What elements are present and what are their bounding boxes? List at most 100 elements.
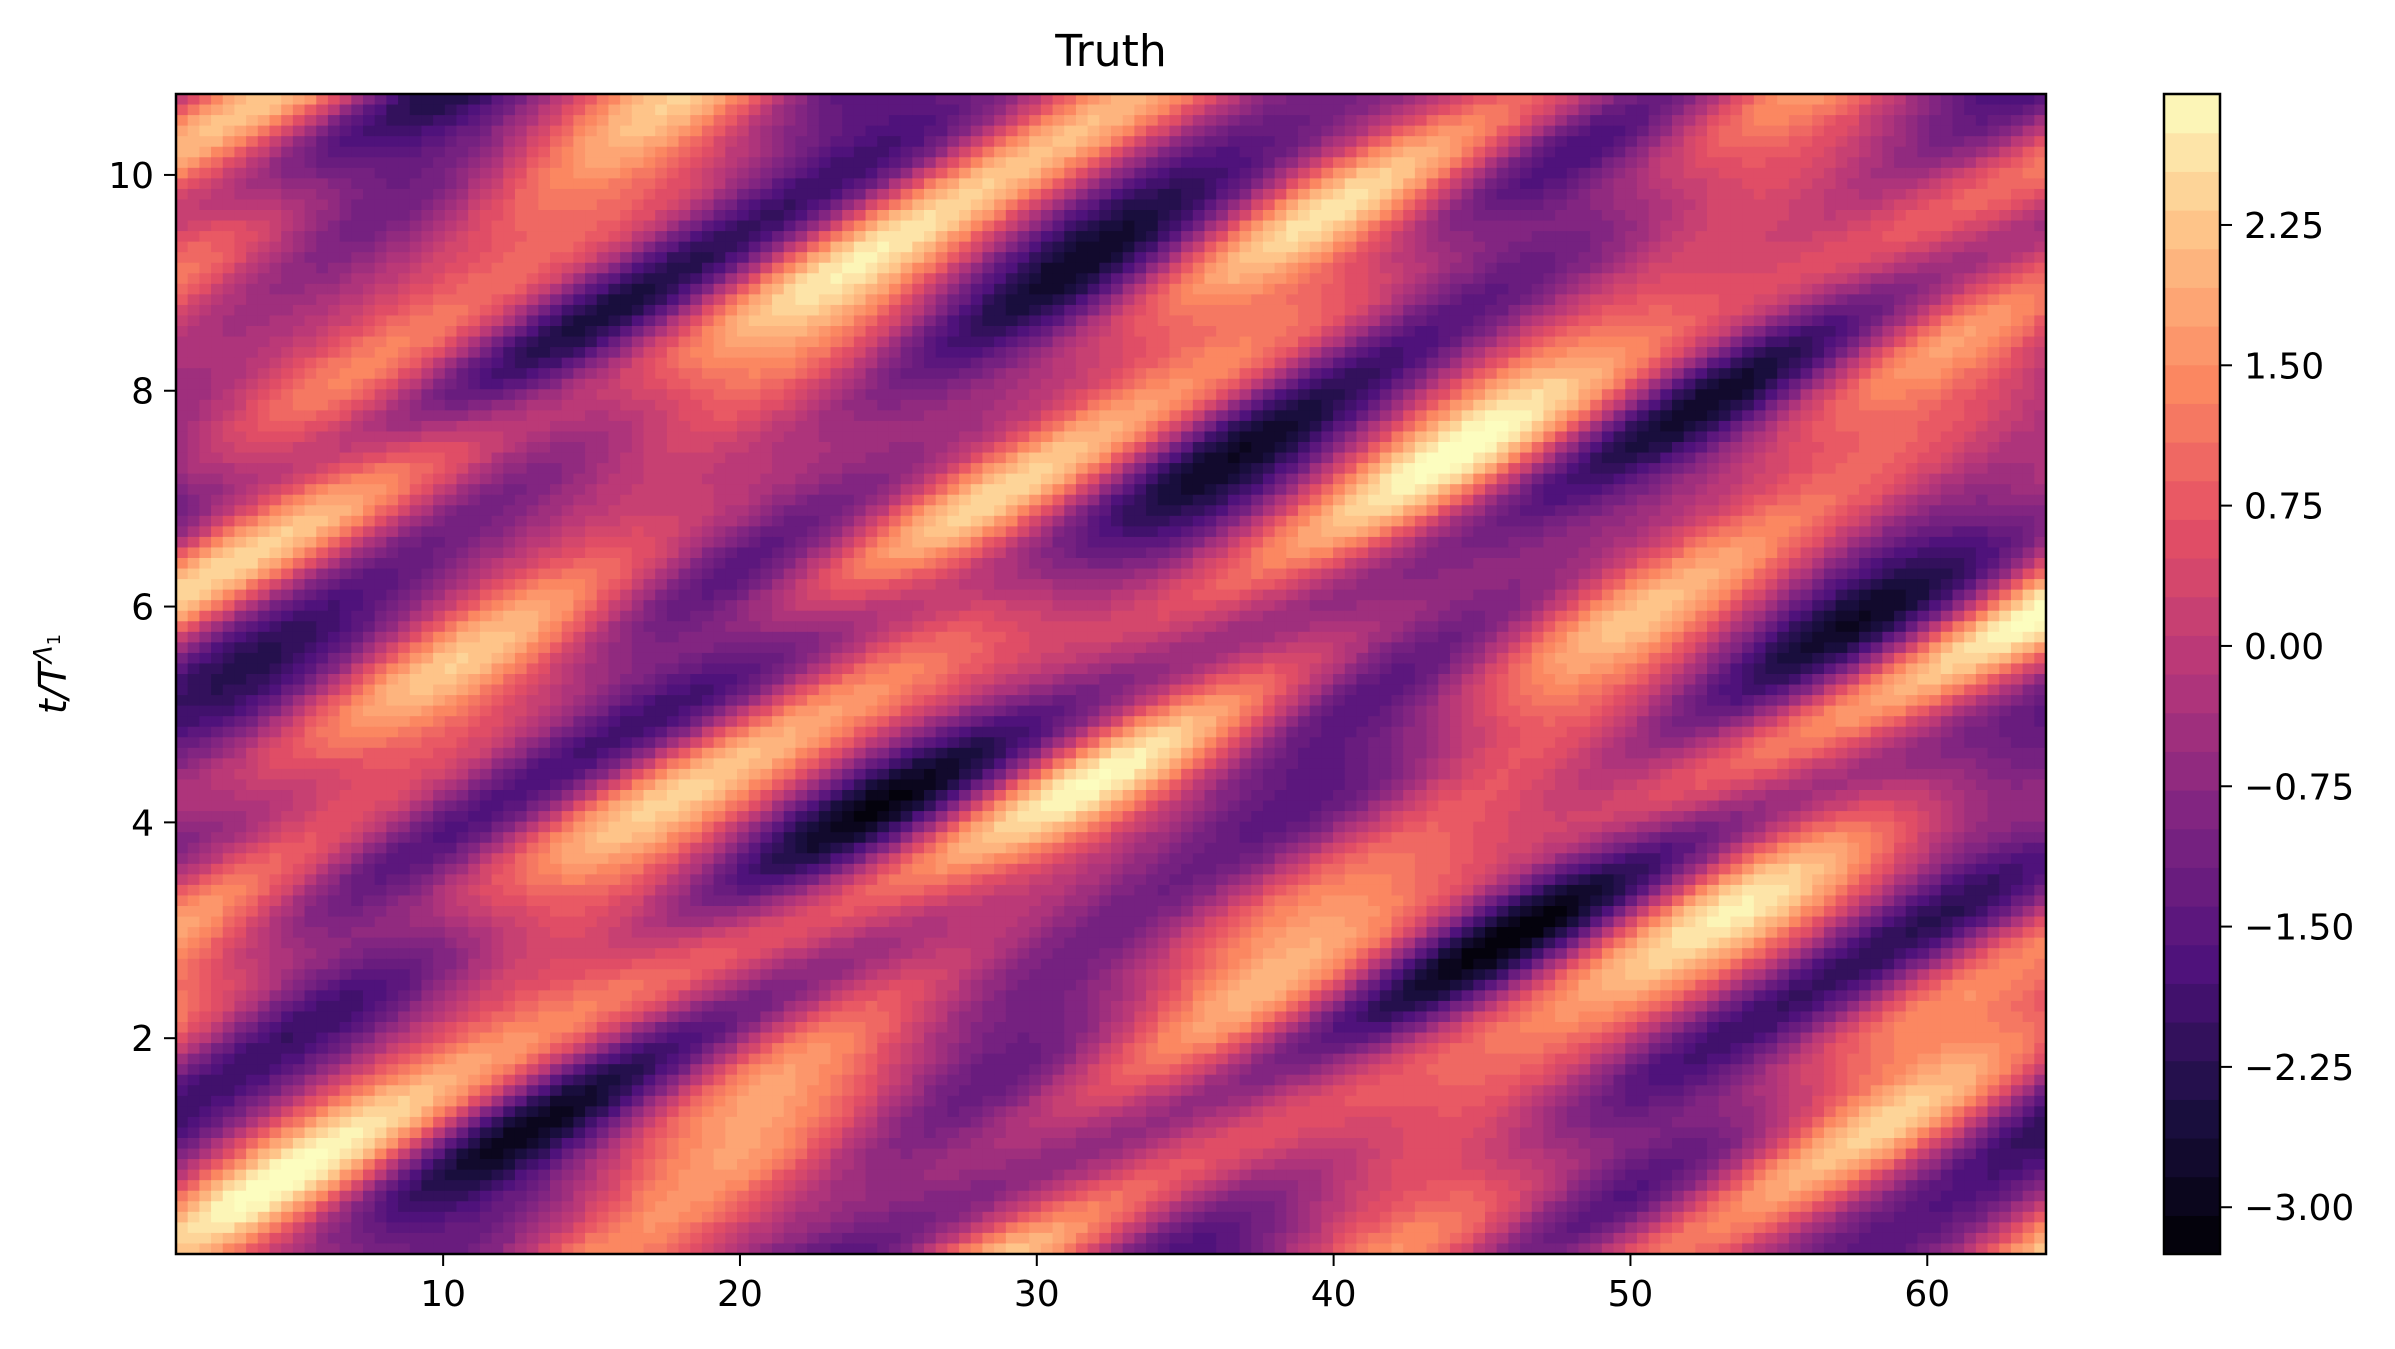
heatmap-cell [1122,188,1135,201]
heatmap-cell [1461,357,1474,369]
heatmap-cell [1531,199,1545,211]
heatmap-cell [1566,357,1580,369]
heatmap-cell [1239,389,1252,401]
heatmap-cell [1017,252,1030,264]
heatmap-cell [479,378,493,390]
heatmap-cell [1835,315,1848,327]
heatmap-cell [900,378,913,390]
heatmap-cell [538,157,551,169]
heatmap-cell [842,188,855,201]
heatmap-cell [1964,399,1977,411]
heatmap-cell [269,178,282,190]
heatmap-cell [1987,315,2000,327]
heatmap-cell [234,136,247,148]
heatmap-cell [748,315,761,327]
heatmap-cell [1975,115,1989,127]
heatmap-cell [737,157,750,169]
heatmap-cell [1625,241,1638,253]
heatmap-cell [1847,326,1860,338]
heatmap-cell [433,210,446,222]
heatmap-cell [1753,231,1767,243]
heatmap-cell [924,357,937,369]
heatmap-cell [1344,410,1358,422]
heatmap-cell [608,304,621,317]
heatmap-cell [1496,125,1509,137]
heatmap-cell [327,357,341,369]
heatmap-cell [1040,146,1054,158]
heatmap-cell [1087,220,1100,232]
heatmap-cell [701,389,715,401]
heatmap-cell [772,241,785,253]
heatmap-cell [374,104,387,116]
heatmap-cell [1894,241,1907,253]
heatmap-cell [1929,178,1942,190]
heatmap-cell [690,326,703,338]
heatmap-cell [211,389,224,401]
heatmap-cell [1859,210,1872,222]
heatmap-cell [655,94,668,106]
heatmap-cell [1777,326,1790,338]
heatmap-cell [1099,389,1112,401]
heatmap-cell [1134,136,1147,148]
heatmap-cell [1122,104,1135,116]
heatmap-cell [222,210,236,222]
heatmap-cell [1181,146,1194,158]
heatmap-cell [269,294,282,306]
heatmap-cell [351,336,364,348]
heatmap-cell [1601,252,1615,264]
heatmap-cell [1239,178,1252,190]
heatmap-cell [620,199,633,211]
heatmap-cell [924,410,937,422]
heatmap-cell [1894,389,1907,401]
heatmap-cell [199,188,212,201]
heatmap-cell [842,304,855,317]
heatmap-cell [1718,389,1732,401]
heatmap-cell [1788,220,1802,232]
heatmap-cell [1917,252,1930,264]
heatmap-cell [1461,125,1474,137]
heatmap-cell [1379,273,1393,285]
heatmap-cell [1508,283,1521,295]
heatmap-cell [1122,389,1135,401]
heatmap-cell [1227,231,1241,243]
heatmap-cell [853,146,867,158]
heatmap-cell [1017,347,1030,359]
heatmap-cell [433,157,446,169]
heatmap-cell [1227,389,1241,401]
heatmap-cell [947,157,960,169]
heatmap-cell [1122,336,1135,348]
heatmap-cell [374,315,387,327]
heatmap-cell [701,210,715,222]
heatmap-cell [292,357,306,369]
heatmap-cell [1742,178,1755,190]
heatmap-cell [211,178,224,190]
heatmap-cell [1391,304,1404,317]
heatmap-cell [1485,336,1498,348]
heatmap-cell [1929,199,1942,211]
heatmap-cell [1905,146,1919,158]
heatmap-cell [1929,167,1942,179]
heatmap-cell [199,146,212,158]
heatmap-cell [1333,167,1346,179]
heatmap-cell [444,210,458,222]
heatmap-cell [339,178,352,190]
heatmap-cell [1075,146,1089,158]
heatmap-cell [1239,347,1252,359]
heatmap-cell [1251,188,1264,201]
heatmap-cell [1590,357,1603,369]
heatmap-cell [748,220,761,232]
heatmap-cell [1356,304,1369,317]
heatmap-cell [292,146,306,158]
heatmap-cell [631,347,645,359]
heatmap-cell [2022,357,2035,369]
heatmap-cell [374,115,387,127]
heatmap-cell [643,146,656,158]
heatmap-cell [1718,104,1732,116]
heatmap-cell [1333,125,1346,137]
heatmap-cell [982,220,995,232]
heatmap-cell [433,199,446,211]
heatmap-cell [1882,210,1895,222]
heatmap-cell [970,283,984,295]
heatmap-cell [620,210,633,222]
heatmap-cell [1788,273,1802,285]
